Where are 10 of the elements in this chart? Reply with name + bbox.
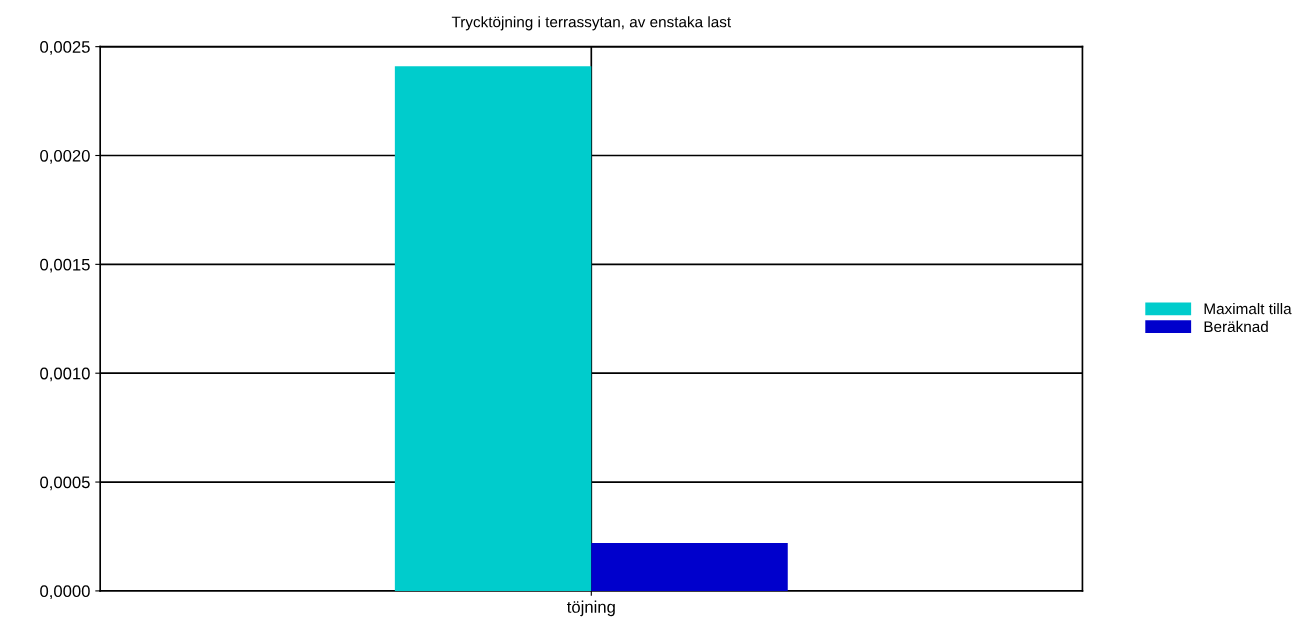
chart-title: Trycktöjning i terrassytan, av enstaka last bbox=[451, 16, 732, 31]
y-tick-label: 0,0020 bbox=[40, 149, 90, 164]
x-tick-label: töjning bbox=[567, 600, 615, 617]
legend-label: Beräknad bbox=[1204, 320, 1268, 333]
y-tick-label: 0,0000 bbox=[40, 585, 90, 600]
y-tick-label: 0,0015 bbox=[40, 258, 90, 273]
legend-label: Maximalt tilla bbox=[1204, 303, 1292, 315]
y-tick-label: 0,0005 bbox=[40, 476, 90, 491]
y-tick-label: 0,0010 bbox=[40, 367, 90, 382]
y-tick-label: 0,0025 bbox=[40, 41, 90, 55]
